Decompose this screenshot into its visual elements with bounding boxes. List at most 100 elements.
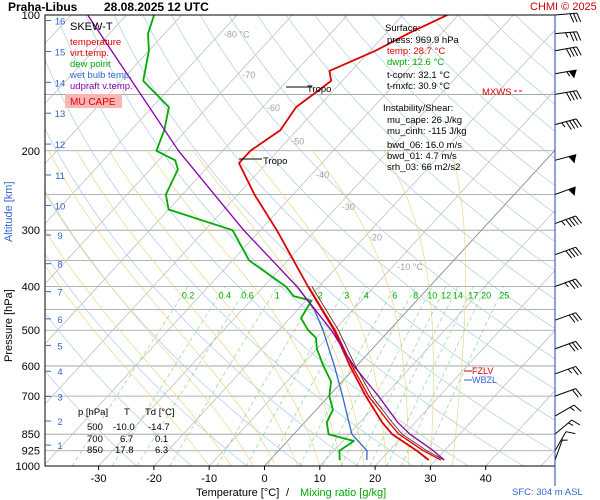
- alt-tick-label: 12: [55, 140, 66, 151]
- wind-barb-staff: [554, 215, 576, 225]
- dry-adiabat: [85, 15, 524, 466]
- wind-barb-staff: [554, 404, 575, 417]
- moist-adiabat: [45, 264, 210, 466]
- x-tick-label: -10: [201, 473, 217, 485]
- isotherm: [45, 15, 182, 165]
- wind-barb-full: [565, 219, 573, 228]
- p-tick-label: 850: [22, 429, 40, 441]
- level-row-700-p: 700: [87, 434, 103, 445]
- wind-barb-full: [571, 342, 579, 351]
- dry-adiabat: [45, 128, 358, 466]
- wind-barb: [554, 31, 582, 42]
- series-udpraft-v-temp: [87, 15, 445, 461]
- legend-dew-point: dew point: [70, 59, 111, 70]
- mu-cape-badge-bg: [65, 94, 122, 108]
- legend-virt-temp: virt.temp.: [70, 48, 109, 59]
- series-temperature: [238, 15, 448, 461]
- x-axis-label: Temperature [°C]: [196, 487, 279, 499]
- wbzl-label: WBZL: [472, 375, 497, 385]
- alt-tick-label: 1: [57, 441, 62, 452]
- mixing-ratio-label: 10: [427, 291, 437, 301]
- level-row-850-p: 850: [87, 445, 103, 456]
- level-row-500-p: 500: [87, 422, 103, 433]
- wind-barb-full: [565, 48, 572, 58]
- mixing-ratio-line: [322, 286, 417, 466]
- alt-tick-label: 3: [57, 392, 62, 403]
- level-row-500-t: -10.0: [113, 422, 135, 433]
- wind-barb-full: [565, 431, 576, 435]
- dry-adiabat: [486, 15, 555, 79]
- grid-layer: [45, 15, 555, 466]
- isotherm: [45, 15, 293, 285]
- alt-tick-label: 11: [55, 171, 65, 182]
- mixing-ratio-label: 1: [275, 291, 280, 301]
- wind-barb-full: [573, 404, 582, 412]
- wind-barb-full: [571, 367, 579, 376]
- wind-barb-staff: [554, 246, 576, 256]
- isotherm-label: -30: [342, 202, 355, 212]
- alt-tick-label: 9: [57, 231, 62, 242]
- legend-title: SKEW-T: [70, 21, 113, 33]
- wind-barb-full: [568, 343, 576, 352]
- alt-tick-label: 6: [57, 315, 62, 326]
- wind-barb-half: [569, 406, 575, 412]
- isotherm: [319, 209, 555, 466]
- alt-tick-label: 2: [57, 417, 62, 428]
- wind-barb-full: [568, 249, 576, 258]
- x-tick-label: 20: [369, 473, 381, 485]
- wind-barb: [554, 431, 576, 451]
- p-tick-label: 600: [22, 361, 40, 373]
- wind-barb-full: [572, 90, 579, 100]
- wind-barb-full: [571, 248, 579, 257]
- level-row-500-td: -14.7: [148, 422, 170, 433]
- x-tick-label: 10: [314, 473, 326, 485]
- dry-adiabat: [257, 15, 555, 300]
- mixing-ratio-line: [71, 286, 189, 466]
- isotherm: [45, 15, 348, 345]
- moist-adiabat: [48, 150, 276, 466]
- wind-barb-full: [568, 281, 576, 290]
- inst-bwd01: bwd_01: 4.7 m/s: [387, 151, 457, 162]
- isotherm: [98, 15, 514, 466]
- mixing-ratio-line: [386, 286, 474, 466]
- surface-tmxfc: t-mxfc: 30.9 °C: [387, 81, 450, 92]
- wind-barb-staff: [554, 12, 577, 16]
- wind-barb-full: [571, 313, 579, 322]
- legend-updraft: udpraft v.temp.: [70, 81, 133, 92]
- wind-barb-staff: [554, 69, 577, 75]
- isotherm: [485, 390, 555, 466]
- wind-barb: [554, 388, 582, 398]
- inst-mucinh: mu_cinh: -115 J/kg: [387, 126, 467, 137]
- isotherm-label: -70: [242, 70, 255, 80]
- wind-barb-half: [562, 439, 568, 441]
- wind-barb: [554, 404, 582, 417]
- wind-barb-half: [565, 32, 569, 38]
- wind-barb-full: [576, 31, 582, 41]
- isotherm-zero: [264, 149, 555, 466]
- level-table-header-t: T: [124, 407, 130, 418]
- surface-press: press: 969.9 hPa: [387, 35, 460, 46]
- wind-barb-half: [561, 220, 566, 226]
- mixing-ratio-line: [111, 286, 226, 466]
- mixing-ratio-line: [340, 286, 433, 466]
- surface-dwpt: dwpt: 12.6 °C: [387, 57, 444, 68]
- series-virt-temp: [307, 286, 442, 461]
- wind-barb-staff: [554, 46, 577, 52]
- isotherm-label: -50: [291, 137, 304, 147]
- isotherm-label: -40: [316, 170, 329, 180]
- moist-adiabat: [76, 150, 299, 466]
- wind-barb-full: [572, 119, 579, 129]
- wind-barb-full: [572, 47, 579, 57]
- wind-barb: [554, 312, 582, 323]
- wind-barb-half: [566, 71, 571, 77]
- isotherm-label: -60: [267, 103, 280, 113]
- tropo-upper-label: Tropo: [307, 84, 331, 95]
- alt-tick-label: 15: [55, 47, 66, 58]
- dry-adiabat: [113, 15, 555, 453]
- mixing-ratio-line: [299, 286, 396, 466]
- level-row-850-t: 17.8: [115, 445, 134, 456]
- surface-box: Surface: press: 969.9 hPa temp: 28.7 °C …: [385, 23, 460, 92]
- alt-tick-label: 13: [55, 109, 66, 120]
- mixing-ratio-line: [421, 286, 505, 466]
